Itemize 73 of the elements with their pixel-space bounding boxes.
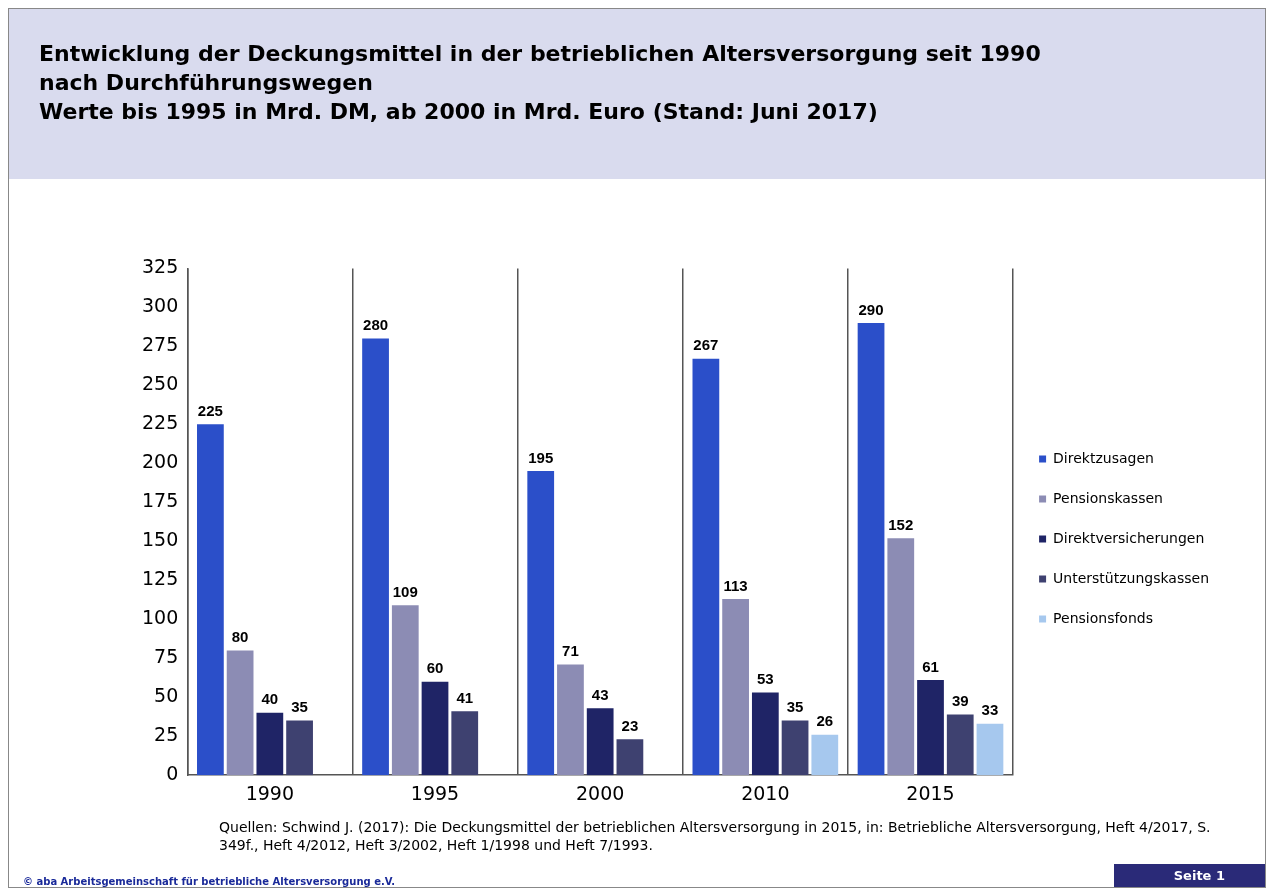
data-label: 290 <box>858 300 884 318</box>
bar <box>976 723 1004 776</box>
bar <box>616 739 644 776</box>
y-tick-label: 175 <box>142 489 179 512</box>
data-label: 41 <box>456 688 474 706</box>
y-tick-label: 325 <box>142 255 179 278</box>
y-tick-label: 300 <box>142 294 179 317</box>
data-label: 109 <box>392 582 418 600</box>
x-tick-label: 2015 <box>906 781 955 804</box>
legend-label: Pensionsfonds <box>1053 609 1153 626</box>
y-tick-label: 275 <box>142 333 179 356</box>
y-tick-label: 0 <box>166 762 179 785</box>
data-label: 61 <box>922 657 939 675</box>
y-tick-label: 200 <box>142 450 179 473</box>
text: Seite 1 <box>1113 864 1265 887</box>
data-label: 35 <box>291 698 308 716</box>
bar <box>887 538 915 776</box>
data-label: 26 <box>816 712 834 730</box>
data-label: 113 <box>723 576 748 594</box>
chart-subtitle: Werte bis 1995 in Mrd. DM, ab 2000 in Mrd. Euro (Stand: Juni 2017) <box>39 98 879 126</box>
data-label: 60 <box>426 659 444 677</box>
bar <box>391 605 419 776</box>
data-label: 40 <box>261 690 279 708</box>
y-tick-label: 225 <box>142 411 179 434</box>
text: © aba Arbeitsgemeinschaft für betriebliche Altersversorgung e.V. <box>23 876 395 887</box>
legend-label: Pensionskassen <box>1053 489 1163 506</box>
data-label: 43 <box>591 685 609 703</box>
bar <box>857 322 885 776</box>
data-label: 23 <box>621 716 639 734</box>
y-tick-label: 75 <box>154 645 179 668</box>
y-tick-label: 100 <box>142 606 179 629</box>
bar <box>586 708 614 776</box>
data-label: 33 <box>981 701 999 719</box>
bar <box>946 714 974 776</box>
bar <box>286 720 313 776</box>
bar <box>226 650 254 776</box>
bar <box>362 338 389 776</box>
bar <box>811 734 839 776</box>
bar <box>197 424 224 776</box>
source-note: Quellen: Schwind J. (2017): Die Deckungsmittel der betrieblichen Altersversorgung in 2015, in: Betriebliche Altersversorgung, Heft 4/2017, S. 349f., Heft 4/2012, Heft 3/2002, Heft 1/1998 und Heft 7/1993. <box>218 818 1212 854</box>
data-label: 195 <box>528 448 554 466</box>
y-tick-label: 50 <box>154 684 179 707</box>
bar <box>557 664 584 776</box>
bar <box>751 692 779 776</box>
y-tick-label: 125 <box>142 567 179 590</box>
bar <box>722 598 749 776</box>
y-tick-label: 250 <box>142 372 179 395</box>
bar <box>692 358 720 776</box>
data-label: 80 <box>231 628 249 646</box>
bar <box>527 471 555 776</box>
data-label: 280 <box>363 316 389 334</box>
y-tick-label: 25 <box>154 723 179 746</box>
bar <box>451 711 479 776</box>
data-label: 71 <box>562 642 579 660</box>
bar <box>256 712 284 776</box>
data-label: 225 <box>197 401 223 419</box>
chart-title: Entwicklung der Deckungsmittel in der betrieblichen Altersversorgung seit 1990 nach Durchführungswegen <box>39 40 1042 97</box>
bar <box>917 680 944 776</box>
bar <box>421 681 449 776</box>
legend-label: Unterstützungskassen <box>1053 569 1210 586</box>
legend-label: Direktzusagen <box>1053 449 1154 466</box>
x-tick-label: 1990 <box>245 781 295 804</box>
data-label: 35 <box>786 698 804 716</box>
data-label: 39 <box>951 692 969 710</box>
legend-label: Direktversicherungen <box>1053 529 1205 546</box>
data-label: 267 <box>693 336 719 354</box>
data-label: 53 <box>757 670 774 688</box>
y-tick-label: 150 <box>142 528 179 551</box>
x-tick-label: 1995 <box>410 781 460 804</box>
x-tick-label: 2010 <box>741 781 790 804</box>
x-tick-label: 2000 <box>576 781 625 804</box>
bar <box>781 720 809 776</box>
data-label: 152 <box>888 515 914 533</box>
